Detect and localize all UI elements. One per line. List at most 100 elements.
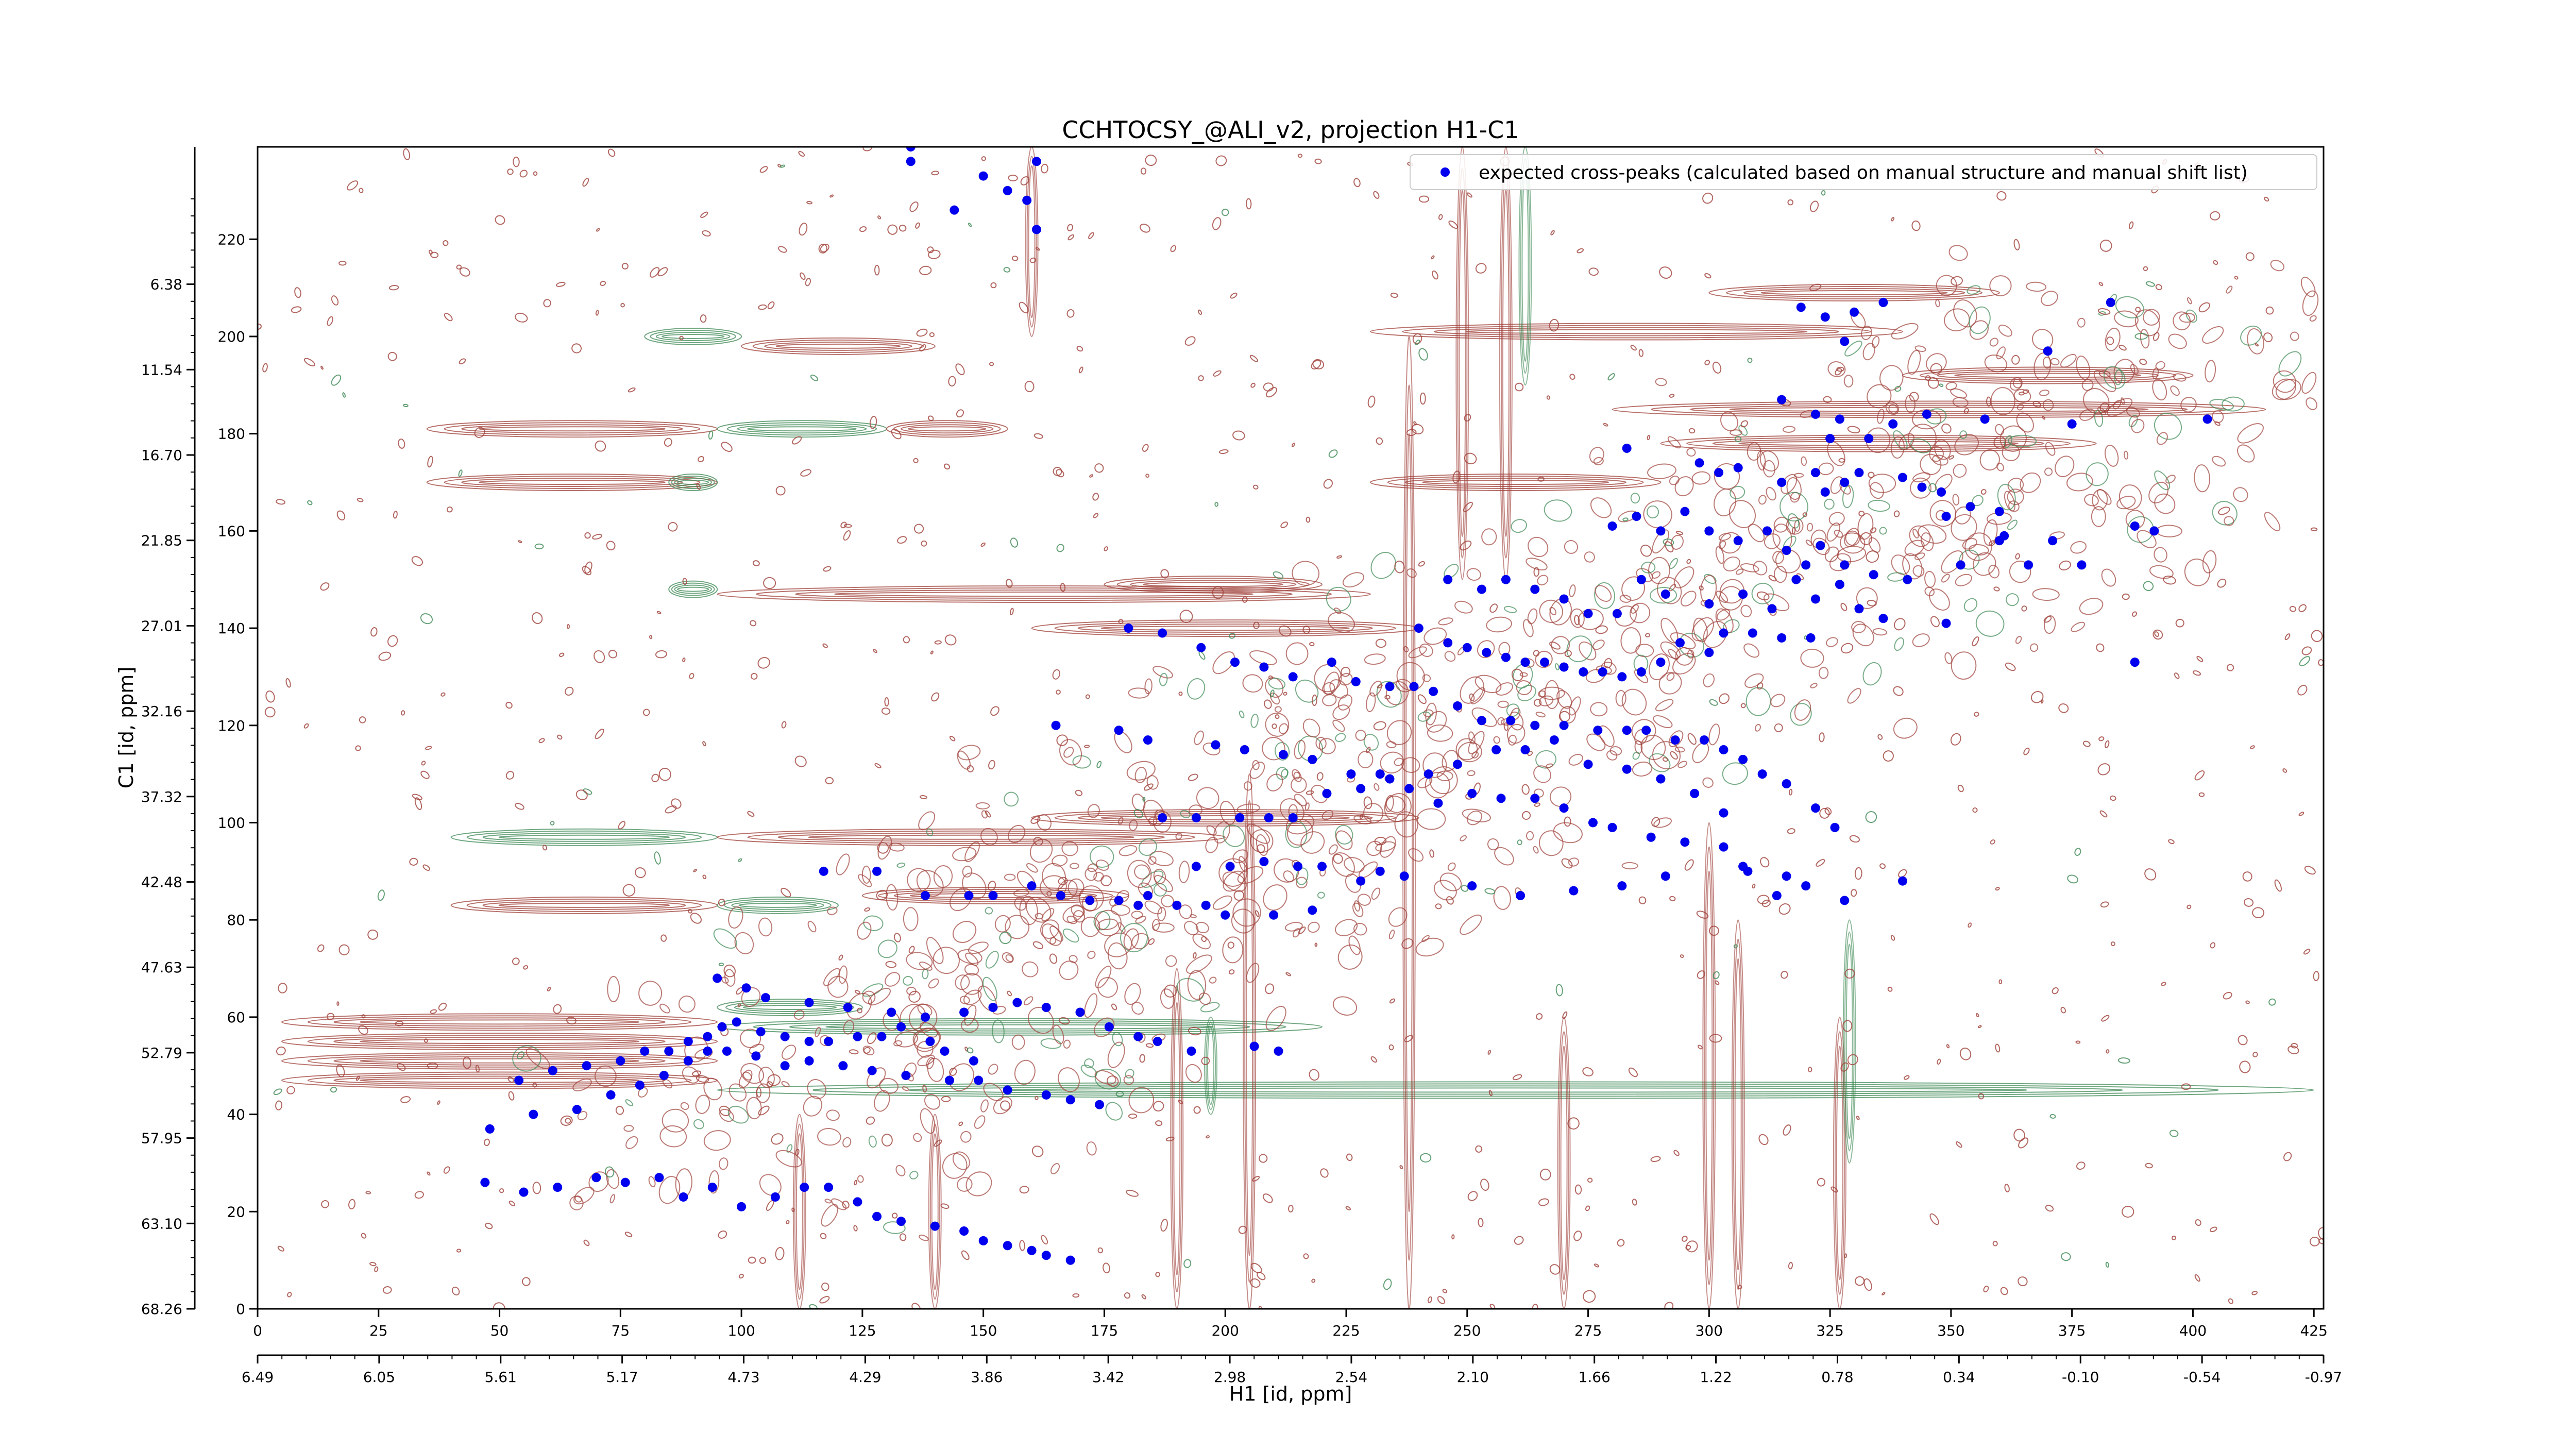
y-axis-ticks: 0 20 40 60 80 100 120 140 160 180 200 220 — [218, 231, 258, 1318]
cross-peak-point — [732, 1017, 741, 1027]
cross-peak-point — [1288, 813, 1298, 823]
cross-peak-point — [1607, 822, 1617, 832]
cross-peak-point — [925, 1037, 935, 1047]
cross-peak-point — [1158, 813, 1167, 823]
cross-peak-point — [1308, 905, 1317, 915]
cross-peak-point — [887, 1007, 896, 1017]
c1-ppm-tick-label: 52.79 — [141, 1044, 182, 1062]
cross-peak-point — [1516, 891, 1526, 901]
cross-peak-point — [703, 1032, 713, 1041]
cross-peak-point — [1249, 1041, 1259, 1051]
c1-ppm-tick-label: 57.95 — [141, 1130, 182, 1147]
x-tick-label: 50 — [490, 1322, 509, 1339]
cross-peak-point — [1269, 910, 1279, 920]
cross-peak-point — [2149, 526, 2159, 536]
cross-peak-point — [1031, 157, 1041, 166]
cross-peak-point — [804, 998, 814, 1007]
cross-peak-point — [1530, 794, 1540, 803]
cross-peak-point — [1027, 881, 1037, 891]
cross-peak-point — [514, 1075, 524, 1085]
cross-peak-point — [804, 1056, 814, 1066]
cross-peak-point — [1579, 667, 1588, 677]
cross-peak-point — [1051, 720, 1061, 730]
x-axis-ticks: 0 25 50 75 100 125 150 175 200 225 250 275 300 325 350… — [253, 1309, 2328, 1339]
cross-peak-point — [1641, 726, 1651, 735]
cross-peak-point — [1496, 794, 1506, 803]
cross-peak-point — [1810, 409, 1820, 419]
c1-ppm-tick-label: 32.16 — [141, 703, 182, 720]
cross-peak-point — [1699, 735, 1709, 745]
cross-peak-point — [974, 1075, 984, 1085]
cross-peak-point — [1153, 1037, 1162, 1047]
c1-ppm-tick-label: 42.48 — [141, 874, 182, 891]
cross-peak-point — [1772, 891, 1782, 901]
cross-peak-point — [2077, 560, 2087, 570]
x-axis-label: H1 [id, ppm] — [1229, 1383, 1352, 1405]
cross-peak-point — [1636, 575, 1646, 584]
cross-peak-point — [944, 1075, 954, 1085]
c1-ppm-axis-ticks: 68.26 63.10 57.95 52.79 47.63 42.48 37.32 32.16… — [141, 198, 195, 1318]
cross-peak-point — [1041, 1251, 1051, 1260]
cross-peak-point — [1027, 1245, 1037, 1255]
cross-peak-point — [1409, 682, 1419, 692]
cross-peak-point — [1840, 560, 1850, 570]
cross-peak-point — [519, 1187, 529, 1197]
cross-peak-point — [1477, 584, 1486, 594]
cross-peak-point — [1820, 312, 1830, 322]
cross-peak-point — [906, 147, 916, 151]
cross-peak-point — [1356, 784, 1366, 794]
cross-peak-point — [1956, 560, 1965, 570]
cross-peak-point — [1782, 779, 1791, 789]
cross-peak-point — [1022, 195, 1032, 205]
cross-peak-point — [1777, 395, 1787, 405]
cross-peak-point — [1201, 900, 1211, 910]
cross-peak-point — [2130, 658, 2140, 667]
cross-peak-point — [1810, 468, 1820, 478]
cross-peak-point — [1003, 186, 1012, 195]
y-tick-label: 80 — [227, 912, 245, 929]
cross-peak-point — [1467, 881, 1477, 891]
cross-peak-point — [1569, 886, 1579, 896]
x-tick-label: 0 — [253, 1322, 262, 1339]
y-tick-label: 180 — [218, 426, 245, 443]
h1-ppm-axis-ticks: 6.49 6.05 5.61 5.17 4.73 4.29 3.86 3.42 2.98 2.54… — [242, 1355, 2342, 1386]
cross-peak-point — [1423, 769, 1433, 779]
cross-peak-point — [1840, 896, 1850, 905]
cross-peak-point — [1835, 414, 1844, 424]
cross-peak-point — [1133, 1032, 1143, 1041]
c1-ppm-tick-label: 21.85 — [141, 532, 182, 549]
y-tick-label: 100 — [218, 814, 245, 831]
cross-peak-point — [1492, 745, 1501, 754]
cross-peak-point — [1375, 769, 1385, 779]
cross-peak-point — [1443, 638, 1453, 648]
cross-peak-point — [1414, 624, 1423, 633]
cross-peak-point — [1878, 297, 1888, 307]
cross-peak-point — [2067, 419, 2077, 429]
cross-peak-point — [1530, 584, 1540, 594]
cross-peak-point — [635, 1080, 645, 1090]
cross-peak-point — [1622, 726, 1632, 735]
cross-peak-point — [1095, 1100, 1105, 1109]
cross-peak-point — [1588, 818, 1598, 828]
cross-peak-point — [620, 1177, 630, 1187]
cross-peak-point — [737, 1202, 747, 1211]
cross-peak-point — [1850, 307, 1859, 317]
x-tick-label: 250 — [1453, 1322, 1481, 1339]
cross-peak-point — [1782, 546, 1791, 555]
x-tick-label: 200 — [1211, 1322, 1239, 1339]
cross-peak-point — [1530, 720, 1540, 730]
x-tick-label: 400 — [2179, 1322, 2207, 1339]
cross-peak-point — [1196, 643, 1206, 652]
cross-peak-point — [1187, 1046, 1196, 1056]
cross-peak-point — [780, 1061, 790, 1071]
cross-peak-point — [1549, 735, 1559, 745]
h1-ppm-tick-label: 6.05 — [363, 1369, 395, 1386]
cross-peak-point — [1888, 419, 1898, 429]
cross-peak-point — [1694, 458, 1704, 468]
cross-peak-point — [1230, 658, 1240, 667]
cross-peak-point — [1656, 774, 1666, 784]
cross-peak-point — [1714, 468, 1724, 478]
x-tick-label: 150 — [970, 1322, 997, 1339]
cross-peak-point — [1211, 740, 1221, 750]
cross-peak-point — [1041, 1003, 1051, 1013]
